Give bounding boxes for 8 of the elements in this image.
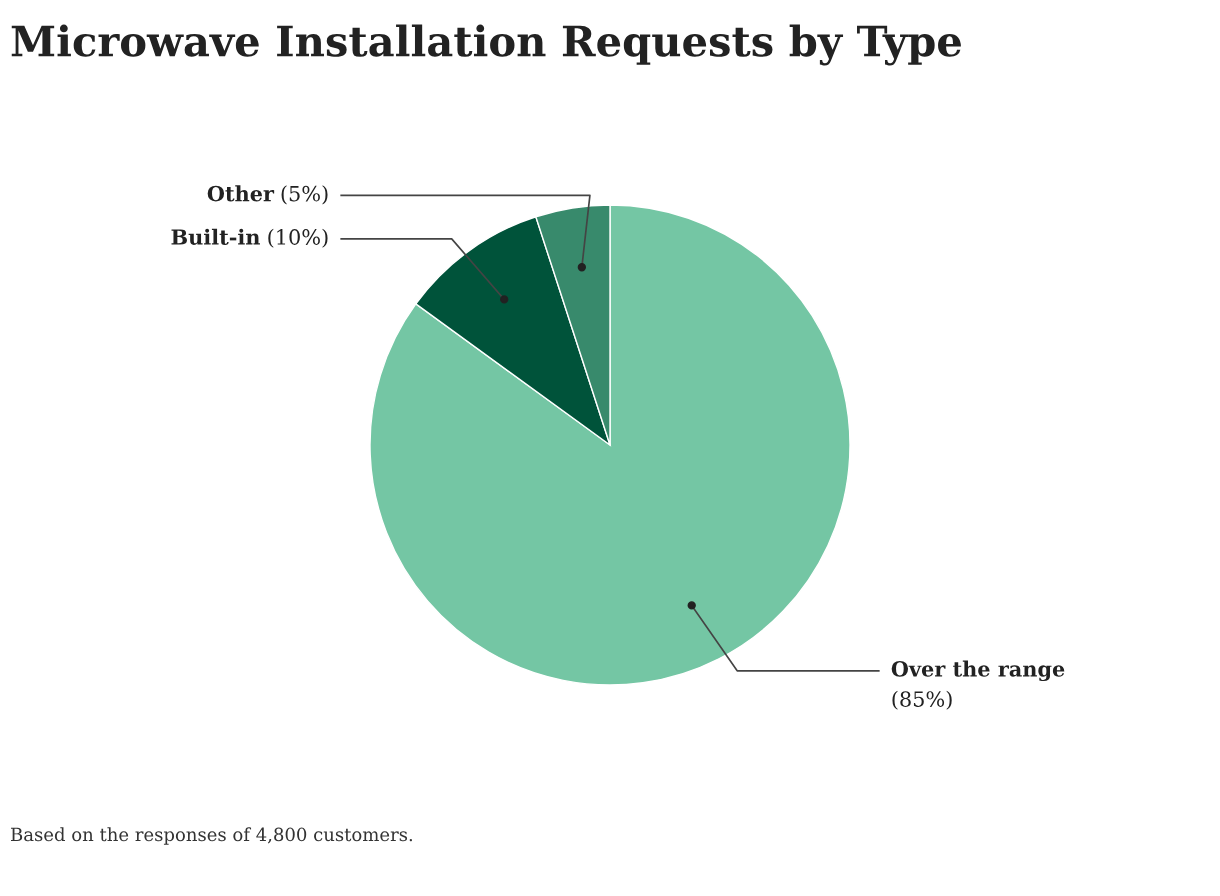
chart-title: Microwave Installation Requests by Type [11, 24, 961, 66]
data-label: (5%) [281, 185, 328, 205]
slice-label: Other [207, 185, 275, 202]
data-label: (10%) [268, 228, 328, 248]
slice-label: Over the range [891, 660, 1065, 682]
data-label: (85%) [892, 690, 952, 710]
text: Based on the responses of 4,800 customers. [11, 827, 413, 845]
slice-label: Built-in [171, 228, 260, 245]
